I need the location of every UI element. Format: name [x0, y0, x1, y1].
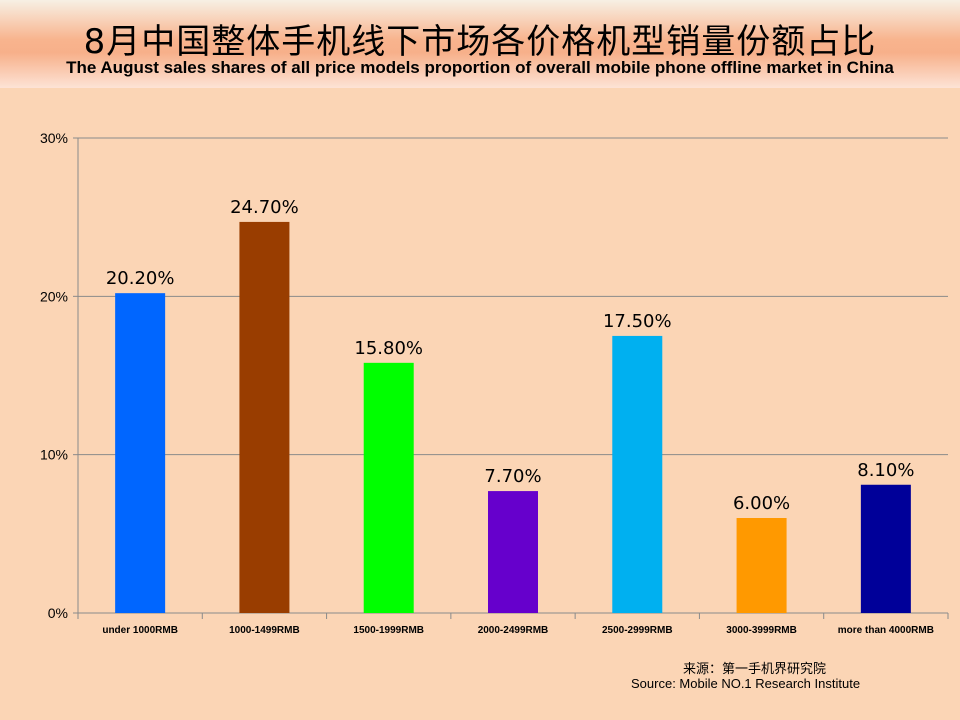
data-label: 17.50%: [603, 311, 672, 332]
data-label: 7.70%: [484, 466, 541, 487]
data-label: 6.00%: [733, 493, 790, 514]
x-tick-label: 1500-1999RMB: [353, 625, 424, 636]
x-tick-label: 2000-2499RMB: [478, 625, 549, 636]
bar: [363, 362, 414, 613]
data-labels: 20.20% 24.70% 15.80% 7.70% 17.50% 6.00% 8.10%: [106, 197, 915, 514]
y-tick-label: 30%: [40, 130, 68, 146]
x-tick-label: 3000-3999RMB: [726, 625, 797, 636]
chart-title: 8月中国整体手机线下市场各价格机型销量份额占比: [83, 22, 877, 62]
x-tick-label: 1000-1499RMB: [229, 625, 300, 636]
y-tick-label: 0%: [48, 605, 68, 621]
bar: [860, 484, 911, 613]
data-label: 15.80%: [354, 338, 423, 359]
y-tick-label: 20%: [40, 288, 68, 304]
gridlines: [78, 137, 948, 456]
bars: [115, 221, 911, 613]
bar: [488, 491, 538, 613]
source-note-cn: 来源：第一手机界研究院: [683, 662, 827, 677]
y-axis: 0% 10% 20% 30%: [40, 130, 79, 621]
bar: [736, 518, 787, 613]
bar: [239, 221, 290, 613]
chart-subtitle: The August sales shares of all price mod…: [66, 58, 894, 77]
data-label: 24.70%: [230, 197, 299, 218]
y-tick-label: 10%: [40, 447, 68, 463]
x-tick-label: more than 4000RMB: [838, 625, 934, 636]
bar: [115, 293, 166, 613]
x-tick-label: 2500-2999RMB: [602, 625, 673, 636]
x-axis: under 1000RMB 1000-1499RMB 1500-1999RMB 200…: [77, 612, 949, 636]
data-label: 20.20%: [106, 268, 175, 289]
data-label: 8.10%: [857, 460, 914, 481]
source-note-en: Source: Mobile NO.1 Research Institute: [631, 676, 861, 691]
bar: [612, 335, 663, 613]
title-banner: 8月中国整体手机线下市场各价格机型销量份额占比 The August sales…: [0, 0, 960, 88]
x-tick-label: under 1000RMB: [102, 625, 178, 636]
